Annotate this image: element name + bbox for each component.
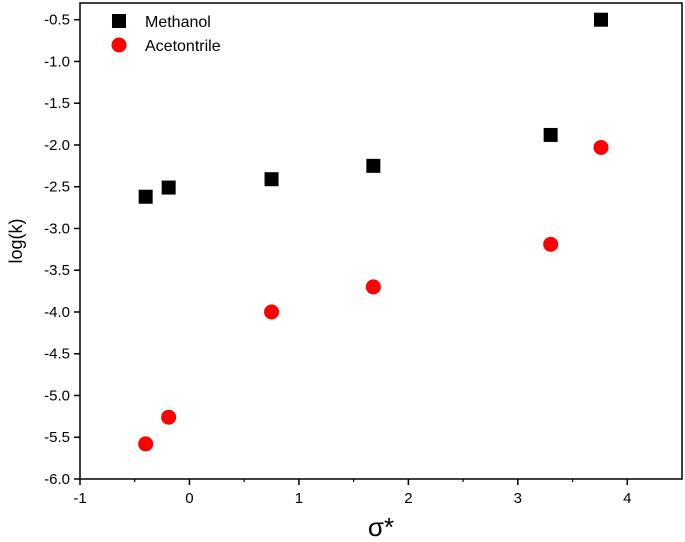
x-tick-label: 2 — [404, 490, 412, 507]
legend-marker-methanol — [112, 14, 126, 28]
methanol-point — [138, 189, 153, 204]
x-tick-label: 4 — [623, 490, 631, 507]
y-tick-label: -1.0 — [44, 53, 70, 70]
legend-label-acetontrile: Acetontrile — [145, 38, 221, 55]
y-tick-label: -5.0 — [44, 387, 70, 404]
y-tick-label: -3.5 — [44, 262, 70, 279]
legend-marker-acetontrile — [111, 37, 127, 53]
y-axis: -6.0 -5.5 -5.0 -4.5 -4.0 -3.5 -3.0 -2.5 -2.0 -1.5… — [44, 12, 80, 488]
x-axis-title: σ* — [368, 512, 394, 542]
y-tick-label: -3.0 — [44, 220, 70, 237]
y-tick-label: -5.5 — [44, 429, 70, 446]
x-axis: -1 0 1 2 3 4 — [73, 479, 631, 507]
acetontrile-point — [593, 139, 609, 155]
acetontrile-point — [365, 279, 381, 295]
x-tick-label: 0 — [185, 490, 193, 507]
y-tick-label: -2.0 — [44, 137, 70, 154]
y-axis-title: log(k) — [6, 218, 26, 263]
acetontrile-point — [264, 304, 280, 320]
acetontrile-point — [138, 436, 154, 452]
data-points — [138, 12, 609, 452]
acetontrile-point — [161, 409, 177, 425]
y-tick-label: -4.0 — [44, 304, 70, 321]
x-tick-label: 3 — [514, 490, 522, 507]
x-tick-label: 1 — [295, 490, 303, 507]
methanol-point — [543, 127, 558, 142]
y-tick-label: -6.0 — [44, 471, 70, 488]
x-tick-label: -1 — [73, 490, 86, 507]
y-tick-label: -0.5 — [44, 12, 70, 29]
methanol-point — [264, 172, 279, 187]
legend: Methanol Acetontrile — [111, 14, 221, 55]
plot-frame — [79, 2, 683, 480]
legend-label-methanol: Methanol — [145, 14, 211, 31]
methanol-point — [161, 180, 176, 195]
acetontrile-point — [543, 236, 559, 252]
y-tick-label: -2.5 — [44, 179, 70, 196]
methanol-point — [594, 12, 609, 27]
y-tick-label: -4.5 — [44, 346, 70, 363]
methanol-point — [366, 158, 381, 173]
y-tick-label: -1.5 — [44, 95, 70, 112]
